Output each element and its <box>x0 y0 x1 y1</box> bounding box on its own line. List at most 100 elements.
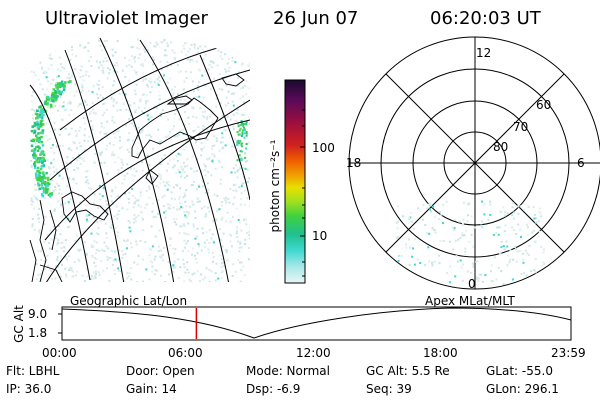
speckle-dot <box>249 65 250 68</box>
aurora-dot <box>40 165 43 168</box>
speckle-dot <box>166 181 169 184</box>
info-gc-alt: GC Alt: 5.5 Re <box>366 364 450 378</box>
speckle-dot <box>31 200 34 203</box>
speckle-dot <box>169 204 171 207</box>
speckle-dot <box>132 221 135 224</box>
speckle-dot <box>95 241 98 244</box>
speckle-dot <box>173 85 176 88</box>
polar-dot <box>483 213 486 216</box>
speckle-dot <box>202 185 205 188</box>
speckle-dot <box>66 168 69 171</box>
speckle-dot <box>136 281 139 282</box>
aurora-dot <box>236 131 239 134</box>
speckle-dot <box>181 171 184 174</box>
speckle-dot <box>116 213 119 216</box>
speckle-dot <box>106 203 108 206</box>
speckle-dot <box>225 196 228 199</box>
aurora-dot <box>37 114 41 117</box>
speckle-dot <box>150 115 153 118</box>
speckle-dot <box>70 149 73 151</box>
aurora-dot <box>56 95 59 98</box>
speckle-dot <box>141 218 144 221</box>
speckle-dot <box>127 275 130 278</box>
aurora-dot <box>32 138 35 141</box>
speckle-dot <box>87 50 90 52</box>
speckle-dot <box>236 142 239 145</box>
speckle-dot <box>58 145 61 147</box>
aurora-dot <box>238 142 241 145</box>
speckle-dot <box>249 205 250 208</box>
aurora-dot <box>36 120 39 124</box>
speckle-dot <box>239 87 242 90</box>
speckle-dot <box>187 250 190 253</box>
aurora-dot <box>240 120 243 123</box>
speckle-dot <box>110 249 112 252</box>
speckle-dot <box>134 128 137 131</box>
speckle-dot <box>126 272 129 275</box>
speckle-dot <box>244 85 246 87</box>
speckle-dot <box>215 105 218 108</box>
aurora-dot <box>43 102 47 105</box>
speckle-dot <box>119 270 122 272</box>
polar-dot <box>481 280 484 283</box>
speckle-dot <box>35 277 38 280</box>
uv-image-map <box>28 36 250 282</box>
speckle-dot <box>243 243 246 246</box>
speckle-dot <box>211 153 214 156</box>
speckle-dot <box>173 164 176 167</box>
aurora-dot <box>39 120 43 123</box>
speckle-dot <box>183 232 186 235</box>
speckle-dot <box>95 258 98 261</box>
speckle-dot <box>100 205 103 207</box>
speckle-dot <box>137 204 140 207</box>
speckle-dot <box>46 105 49 108</box>
speckle-dot <box>77 156 80 159</box>
aurora-dot <box>42 153 46 157</box>
speckle-dot <box>151 270 154 273</box>
speckle-dot <box>180 175 183 178</box>
speckle-dot <box>53 170 56 173</box>
speckle-dot <box>202 125 205 128</box>
polar-dot <box>538 220 541 223</box>
polar-dot <box>515 233 518 236</box>
aurora-dot <box>39 153 42 156</box>
speckle-dot <box>186 210 189 213</box>
speckle-dot <box>70 75 73 78</box>
polar-dot <box>534 257 537 260</box>
speckle-dot <box>239 221 241 224</box>
timeline-left-title: Geographic Lat/Lon <box>70 294 188 308</box>
speckle-dot <box>42 44 45 47</box>
speckle-dot <box>40 56 43 59</box>
speckle-dot <box>236 170 239 173</box>
speckle-dot <box>160 68 163 71</box>
speckle-dot <box>84 128 87 131</box>
speckle-dot <box>104 200 107 202</box>
speckle-dot <box>117 130 120 133</box>
speckle-dot <box>149 91 152 94</box>
speckle-dot <box>239 261 241 264</box>
speckle-dot <box>103 126 106 129</box>
aurora-dot <box>30 144 34 147</box>
speckle-dot <box>52 189 55 192</box>
aurora-dot <box>236 143 239 146</box>
aurora-dot <box>58 84 61 88</box>
speckle-dot <box>234 138 237 140</box>
speckle-dot <box>60 202 63 205</box>
speckle-dot <box>43 93 46 96</box>
speckle-dot <box>196 252 199 255</box>
info-flt: Flt: LBHL <box>6 364 60 378</box>
aurora-dot <box>49 194 52 198</box>
speckle-dot <box>154 235 157 238</box>
speckle-dot <box>111 54 114 57</box>
aurora-dot <box>32 153 35 157</box>
aurora-dot <box>46 184 49 187</box>
speckle-dot <box>95 248 98 251</box>
polar-dot <box>429 208 431 211</box>
aurora-dot <box>45 171 48 175</box>
speckle-dot <box>142 93 145 96</box>
speckle-dot <box>89 277 92 280</box>
speckle-dot <box>64 239 67 242</box>
polar-dot <box>515 260 518 263</box>
aurora-dot <box>41 129 45 132</box>
speckle-dot <box>212 256 215 259</box>
